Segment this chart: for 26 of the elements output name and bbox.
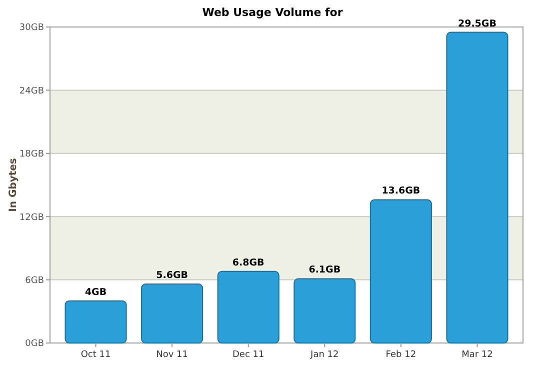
x-tick-label: Feb 12 <box>386 350 416 360</box>
y-tick-label: 0GB <box>25 339 44 350</box>
data-label: 29.5GB <box>458 18 496 30</box>
x-tick-label: Dec 11 <box>232 350 264 360</box>
x-tick-label: Jan 12 <box>310 350 339 360</box>
bar <box>446 32 508 344</box>
y-tick-label: 6GB <box>25 276 44 286</box>
y-axis-title: In Gbytes <box>8 158 19 212</box>
chart-title: Web Usage Volume for <box>202 6 344 19</box>
y-tick-label: 30GB <box>19 23 44 34</box>
bar <box>370 199 432 344</box>
y-tick-label: 12GB <box>19 212 44 223</box>
x-tick-label: Mar 12 <box>462 350 493 360</box>
y-tick-label: 18GB <box>19 150 44 160</box>
bar <box>64 300 127 344</box>
bar <box>294 278 356 344</box>
data-label: 5.6GB <box>156 270 188 282</box>
bar <box>141 284 204 344</box>
data-label: 13.6GB <box>382 186 420 197</box>
data-label: 6.1GB <box>308 264 341 276</box>
data-label: 6.8GB <box>232 257 264 268</box>
bar <box>217 270 280 344</box>
x-tick-label: Nov 11 <box>156 350 188 360</box>
x-tick-label: Oct 11 <box>80 350 111 360</box>
y-tick-label: 24GB <box>19 86 44 96</box>
data-label: 4GB <box>84 286 107 298</box>
